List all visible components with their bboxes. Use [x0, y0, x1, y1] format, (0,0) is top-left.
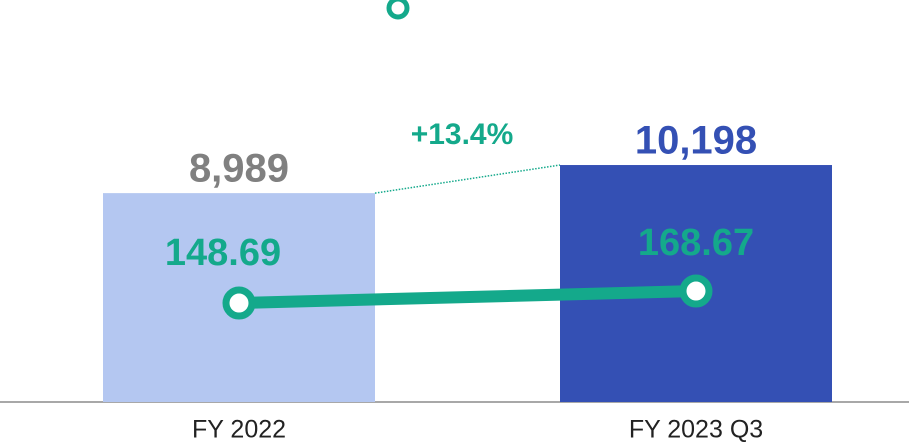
connector: [374, 164, 561, 194]
legend-marker: [386, 0, 410, 20]
line-value-label: 168.67: [638, 222, 754, 264]
bar-value-label: 10,198: [635, 119, 757, 163]
bar-value-label: 8,989: [189, 147, 289, 191]
annotation: +13.4%: [411, 118, 514, 151]
line-value-label: 148.69: [165, 232, 281, 274]
x-tick-label: FY 2022: [192, 416, 286, 444]
line-marker: [222, 286, 256, 320]
line-marker: [679, 274, 713, 308]
x-tick-label: FY 2023 Q3: [629, 416, 763, 444]
line: [238, 285, 697, 310]
